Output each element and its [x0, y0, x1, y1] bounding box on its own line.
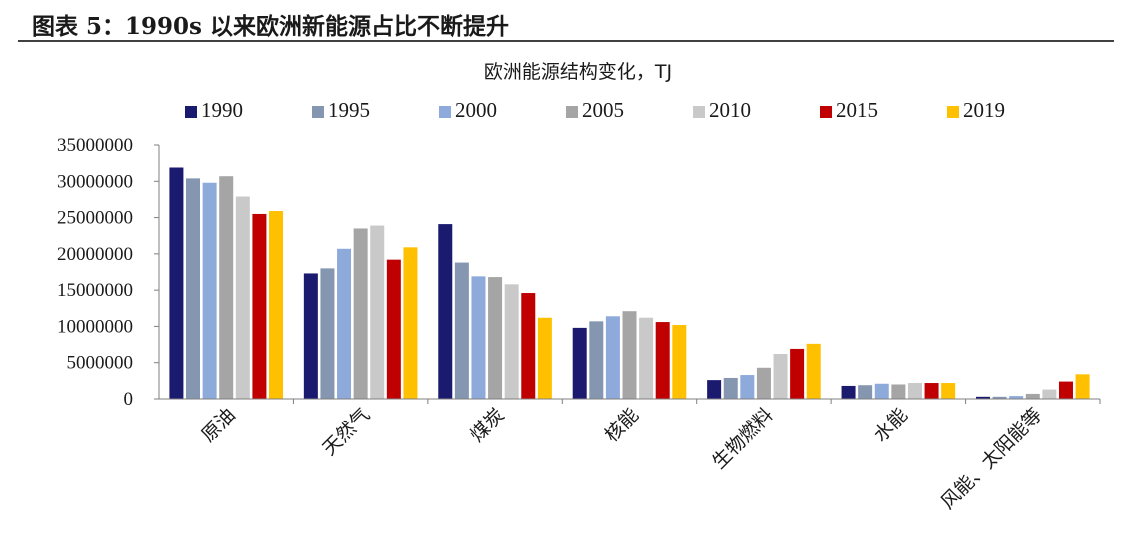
- bar-2005-0: [219, 176, 234, 399]
- y-tick-label: 25000000: [57, 208, 133, 229]
- bar-1995-6: [992, 396, 1007, 399]
- y-tick-label: 15000000: [57, 280, 133, 301]
- bar-2010-3: [639, 317, 654, 399]
- bar-2019-5: [941, 383, 956, 399]
- bar-1990-3: [572, 327, 587, 399]
- legend-swatch-2019: [947, 106, 959, 118]
- x-category-label: 水能: [869, 404, 911, 446]
- bar-2015-6: [1058, 381, 1073, 399]
- y-tick-label: 20000000: [57, 244, 133, 265]
- bar-2019-4: [806, 343, 821, 399]
- bar-1990-2: [438, 224, 453, 399]
- bar-2019-2: [537, 317, 552, 399]
- bar-2005-3: [622, 311, 637, 399]
- bar-2005-6: [1025, 393, 1040, 399]
- bar-1995-5: [858, 385, 873, 399]
- legend-swatch-1990: [185, 106, 197, 118]
- bar-2015-3: [655, 322, 670, 399]
- bar-2000-1: [337, 248, 352, 399]
- legend-label-1990: 1990: [201, 98, 243, 122]
- legend-label-2000: 2000: [455, 98, 497, 122]
- y-axis: 35000000 30000000 25000000 20000000 15000000…: [57, 135, 160, 410]
- x-category-label: 风能、太阳能等: [937, 404, 1047, 514]
- bar-2005-2: [488, 277, 503, 399]
- legend-label-2010: 2010: [709, 98, 751, 122]
- legend-label-1995: 1995: [328, 98, 370, 122]
- bar-2000-0: [202, 182, 217, 399]
- bar-2010-2: [504, 284, 519, 399]
- legend: 1990 1995 2000 2005 2010 2015 2019: [185, 98, 1005, 122]
- x-axis: 原油 天然气 煤炭 核能 生物燃料 水能 风能、太阳能等: [197, 399, 1101, 514]
- y-tick-label: 0: [124, 389, 134, 410]
- bar-1995-4: [723, 377, 738, 399]
- bar-1990-0: [169, 167, 184, 399]
- legend-label-2019: 2019: [963, 98, 1005, 122]
- bar-2000-2: [471, 276, 486, 399]
- bar-1995-3: [589, 321, 604, 399]
- bars: [169, 167, 1090, 399]
- bar-2015-0: [252, 213, 267, 399]
- bar-2019-0: [269, 211, 284, 399]
- bar-2015-4: [790, 348, 805, 399]
- bar-2010-5: [907, 383, 922, 399]
- bar-2000-6: [1009, 396, 1024, 399]
- y-tick-label: 10000000: [57, 316, 133, 337]
- bar-2015-5: [924, 383, 939, 399]
- bar-2015-1: [386, 259, 401, 399]
- bar-1995-2: [454, 262, 469, 399]
- bar-2015-2: [521, 293, 536, 399]
- bar-1990-4: [707, 380, 722, 399]
- bar-2010-1: [370, 225, 385, 399]
- legend-label-2005: 2005: [582, 98, 624, 122]
- legend-swatch-2000: [439, 106, 451, 118]
- bar-2019-6: [1075, 374, 1090, 399]
- x-category-label: 天然气: [318, 404, 374, 460]
- x-category-label: 核能: [601, 404, 643, 446]
- bar-2005-4: [756, 367, 771, 399]
- legend-swatch-2010: [693, 106, 705, 118]
- chart-title: 欧洲能源结构变化，TJ: [484, 61, 672, 83]
- y-tick-label: 30000000: [57, 171, 133, 192]
- bar-2005-5: [891, 384, 906, 399]
- bar-2010-4: [773, 354, 788, 399]
- legend-label-2015: 2015: [836, 98, 878, 122]
- bar-1995-1: [320, 268, 335, 399]
- bar-2005-1: [353, 228, 368, 399]
- figure-title: 图表 5：1990s 以来欧洲新能源占比不断提升: [32, 13, 509, 40]
- x-category-label: 生物燃料: [708, 404, 777, 473]
- legend-swatch-2015: [820, 106, 832, 118]
- y-tick-label: 35000000: [57, 135, 133, 156]
- legend-swatch-2005: [566, 106, 578, 118]
- bar-2010-0: [235, 196, 250, 399]
- bar-1990-1: [303, 273, 318, 399]
- bar-2000-4: [740, 375, 755, 399]
- bar-2000-5: [874, 383, 889, 399]
- bar-1990-5: [841, 385, 856, 399]
- y-tick-label: 5000000: [67, 353, 134, 374]
- bar-1990-6: [975, 396, 990, 399]
- bar-2010-6: [1042, 389, 1057, 399]
- bar-1995-0: [186, 178, 201, 399]
- bar-2019-3: [672, 324, 687, 399]
- x-category-label: 原油: [197, 404, 239, 446]
- x-category-label: 煤炭: [466, 404, 508, 446]
- bar-2019-1: [403, 247, 418, 399]
- bar-2000-3: [605, 316, 620, 399]
- legend-swatch-1995: [312, 106, 324, 118]
